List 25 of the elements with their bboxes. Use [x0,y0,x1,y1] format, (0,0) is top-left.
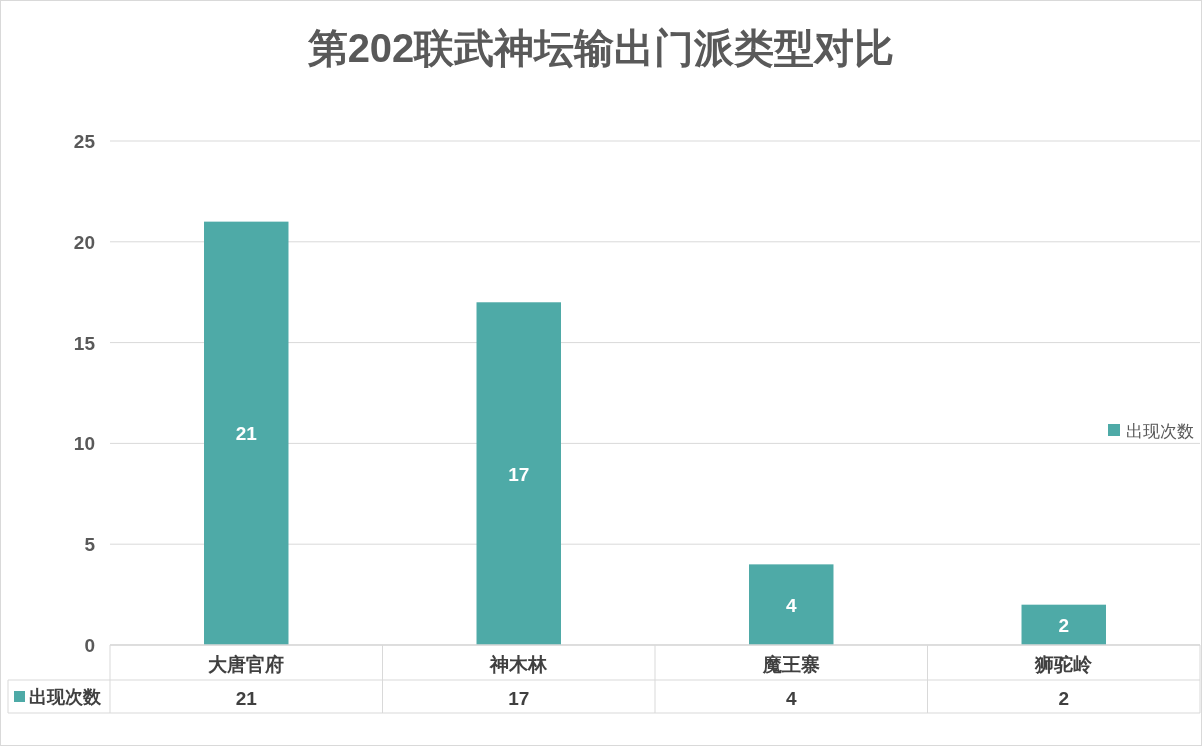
data-label: 17 [508,463,530,485]
text: 21 [235,688,258,709]
legend-label: 出现次数 [1126,422,1194,441]
data-label: 4 [785,594,797,616]
y-tick-label: 5 [84,534,96,556]
x-tick-label: 魔王寨 [761,654,820,675]
y-tick-label: 25 [73,131,96,152]
text: 4 [785,688,797,709]
bar [204,221,289,645]
chart-title: 第202联武神坛输出门派类型对比 [306,26,895,70]
bar [749,564,834,645]
x-tick-label: 大唐官府 [208,654,285,675]
y-tick-label: 20 [73,231,95,253]
y-tick-label: 15 [73,332,96,354]
y-tick-label: 10 [73,433,95,455]
text: 17 [508,688,530,709]
bar [476,302,561,645]
bar [1021,604,1106,645]
text: 2 [1058,688,1070,709]
y-tick-label: 0 [84,635,95,656]
x-tick-label: 狮驼岭 [1034,654,1094,675]
data-label: 21 [235,423,258,445]
text: 出现次数 [29,687,101,707]
data-label: 2 [1058,614,1070,636]
x-tick-label: 神木林 [489,654,549,675]
